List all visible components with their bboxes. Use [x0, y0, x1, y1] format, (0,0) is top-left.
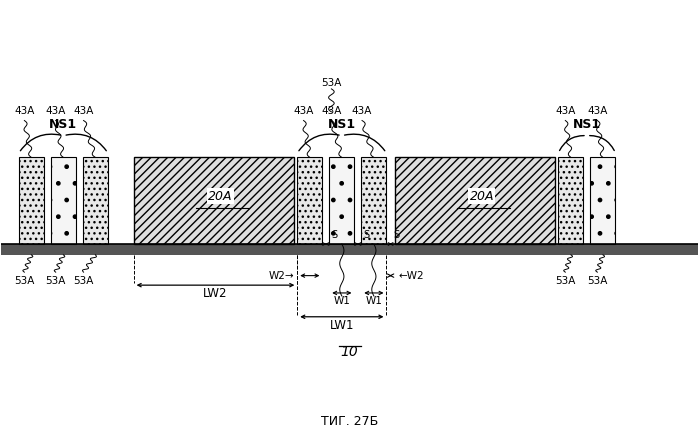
Bar: [361, 157, 387, 244]
Bar: [395, 157, 555, 244]
Bar: [1, 244, 698, 255]
Text: 20A: 20A: [470, 190, 494, 203]
Bar: [83, 157, 108, 244]
Text: 43A: 43A: [587, 106, 607, 116]
Bar: [297, 157, 322, 244]
Text: 43A: 43A: [294, 106, 314, 116]
Text: ←W2: ←W2: [398, 271, 424, 281]
Text: W1: W1: [366, 296, 382, 306]
Text: W1: W1: [333, 296, 350, 306]
Text: ΤИГ. 27Б: ΤИГ. 27Б: [321, 415, 378, 428]
Text: 53A: 53A: [14, 276, 34, 286]
Text: 53A: 53A: [555, 276, 575, 286]
Text: NS1: NS1: [573, 118, 601, 131]
Text: LW1: LW1: [330, 319, 354, 332]
Text: NS1: NS1: [328, 118, 356, 131]
Text: 53A: 53A: [73, 276, 94, 286]
Text: 43A: 43A: [555, 106, 575, 116]
Text: S: S: [363, 230, 370, 240]
Text: NS1: NS1: [50, 118, 78, 131]
Text: 43A: 43A: [73, 106, 94, 116]
Text: 43A: 43A: [352, 106, 373, 116]
Text: 53A: 53A: [322, 78, 342, 88]
Text: 20A: 20A: [208, 190, 233, 203]
Bar: [134, 157, 294, 244]
Text: 43A: 43A: [45, 106, 66, 116]
Text: W2→: W2→: [268, 271, 294, 281]
Bar: [329, 157, 354, 244]
Text: 53A: 53A: [587, 276, 607, 286]
Text: 53A: 53A: [45, 276, 66, 286]
Text: LW2: LW2: [203, 287, 228, 300]
Text: S: S: [331, 230, 338, 240]
Text: S: S: [394, 230, 400, 240]
Bar: [51, 157, 76, 244]
Text: 43A: 43A: [14, 106, 34, 116]
Bar: [591, 157, 615, 244]
Bar: [19, 157, 44, 244]
Bar: [559, 157, 584, 244]
Text: 10: 10: [340, 345, 359, 359]
Text: 43A: 43A: [322, 106, 342, 116]
